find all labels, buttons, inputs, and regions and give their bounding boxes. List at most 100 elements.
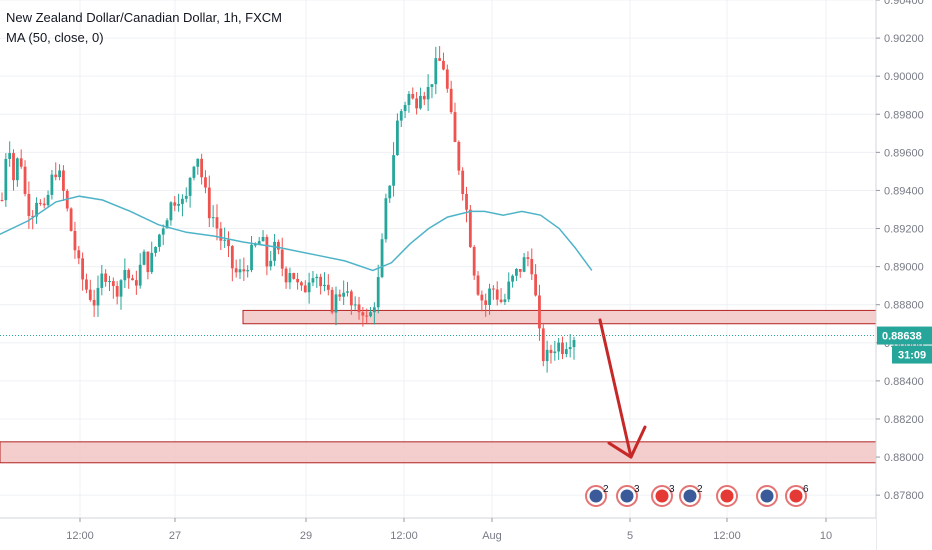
candle — [65, 189, 69, 212]
event-flag-icon[interactable]: 6 — [785, 484, 809, 507]
candle — [85, 273, 88, 294]
support-zone[interactable] — [0, 441, 877, 464]
candle — [442, 52, 445, 71]
candle — [96, 275, 100, 317]
y-tick-label: 0.89200 — [884, 224, 924, 236]
candle — [515, 268, 518, 282]
candle — [62, 165, 65, 201]
y-tick-label: 0.88000 — [884, 452, 924, 464]
candle — [196, 158, 200, 175]
candle — [530, 248, 534, 281]
candle — [430, 84, 434, 99]
indicator-label: MA (50, close, 0) — [6, 30, 104, 45]
candle — [273, 233, 276, 267]
candle — [296, 272, 299, 290]
candle — [92, 289, 96, 317]
candle — [58, 164, 61, 181]
countdown-badge — [892, 345, 932, 364]
candle — [484, 293, 488, 317]
candle — [115, 281, 119, 305]
candle — [35, 197, 38, 224]
candle — [88, 279, 92, 302]
candle — [449, 80, 453, 115]
event-count: 6 — [803, 484, 809, 495]
candle — [230, 245, 234, 282]
candle — [307, 272, 311, 304]
candle — [403, 101, 407, 119]
candle — [365, 308, 369, 324]
countdown-label: 31:09 — [898, 350, 926, 362]
symbol-title: New Zealand Dollar/Canadian Dollar, 1h, … — [6, 10, 283, 25]
candle — [392, 142, 395, 197]
candle — [253, 242, 257, 248]
candle — [526, 251, 530, 267]
candle — [511, 274, 514, 288]
x-tick-label: 12:00 — [713, 530, 741, 542]
candle — [399, 108, 403, 128]
time-axis[interactable] — [0, 518, 876, 550]
event-flag-icon[interactable]: 2 — [679, 484, 703, 507]
candle — [372, 302, 376, 325]
event-flag-icon[interactable] — [756, 485, 778, 507]
candle — [369, 307, 372, 318]
candle — [396, 113, 399, 156]
arrow-head — [607, 425, 647, 459]
x-tick-label: 27 — [169, 530, 181, 542]
candle — [108, 275, 111, 292]
candle — [54, 162, 58, 181]
y-tick-label: 0.88400 — [884, 376, 924, 388]
candle — [204, 170, 207, 194]
candle — [0, 192, 4, 202]
candle — [69, 207, 73, 232]
candle — [465, 186, 468, 223]
candle — [73, 221, 77, 259]
candle — [161, 224, 165, 246]
candle — [42, 197, 46, 209]
event-flag-icon[interactable]: 3 — [651, 484, 675, 507]
candle — [215, 204, 219, 241]
candle — [480, 290, 484, 312]
candle — [303, 280, 307, 293]
candle — [12, 149, 15, 191]
candle — [538, 284, 541, 341]
candle — [288, 267, 292, 290]
event-flag-icon[interactable]: 2 — [585, 484, 609, 507]
candle — [545, 340, 549, 373]
candle — [557, 337, 561, 360]
candle — [23, 160, 27, 197]
candle — [15, 157, 19, 187]
candle — [380, 233, 384, 279]
candle — [188, 176, 192, 208]
candle — [146, 251, 150, 280]
price-axis[interactable] — [876, 0, 932, 550]
candle — [219, 221, 223, 251]
arrow-shaft[interactable] — [598, 318, 633, 459]
candle — [319, 273, 323, 295]
grid — [0, 0, 876, 518]
candle — [211, 205, 215, 228]
candle — [269, 250, 273, 271]
candle — [434, 46, 438, 95]
candle — [376, 264, 380, 314]
x-tick-label: 12:00 — [66, 530, 94, 542]
y-tick-label: 0.87800 — [884, 490, 924, 502]
candle — [561, 336, 564, 360]
y-tick-label: 0.90200 — [884, 33, 924, 45]
event-flag-icon[interactable]: 3 — [616, 484, 640, 507]
target-arrow — [598, 318, 647, 459]
candle — [4, 153, 8, 207]
candle — [564, 342, 568, 358]
candle — [8, 141, 12, 167]
last-price-label: 0.88638 — [882, 331, 922, 343]
candle — [507, 272, 511, 303]
candle — [445, 64, 449, 93]
event-flag-icon[interactable] — [716, 485, 738, 507]
event-icons: 2 3 3 2 6 — [585, 484, 809, 507]
last-price-badge — [877, 326, 932, 345]
candle — [411, 87, 415, 100]
candle — [330, 287, 334, 315]
resistance-zone[interactable] — [242, 309, 877, 325]
candle — [100, 265, 104, 296]
